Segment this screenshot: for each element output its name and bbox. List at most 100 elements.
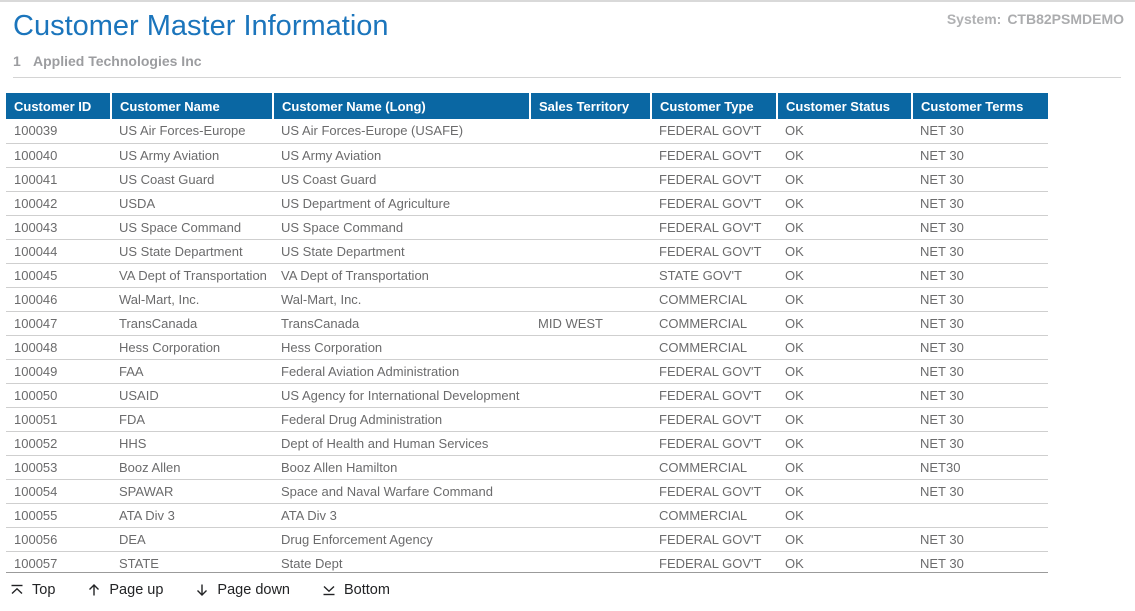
cell-customer-status: OK [777, 527, 912, 552]
cell-customer-type: COMMERCIAL [651, 311, 777, 336]
customer-table: Customer ID Customer Name Customer Name (L… [6, 93, 1048, 572]
cell-sales-territory [530, 167, 651, 192]
cell-customer-terms: NET 30 [912, 359, 1048, 384]
page-down-icon [194, 582, 210, 598]
cell-customer-name: Hess Corporation [111, 335, 273, 360]
cell-customer-name-long: US Agency for International Development [273, 383, 530, 408]
cell-customer-name: US Air Forces-Europe [111, 119, 273, 144]
table-row: 100045 VA Dept of Transportation VA Dept o… [6, 263, 1048, 288]
cell-sales-territory [530, 239, 651, 264]
cell-customer-name-long: Hess Corporation [273, 335, 530, 360]
page-down-button[interactable]: Page down [194, 582, 290, 598]
cell-customer-terms: NET 30 [912, 431, 1048, 456]
cell-customer-status: OK [777, 191, 912, 216]
cell-customer-status: OK [777, 287, 912, 312]
column-header-customer-type: Customer Type [650, 93, 777, 119]
cell-sales-territory [530, 191, 651, 216]
customer-table-container: Customer ID Customer Name Customer Name (L… [6, 93, 1048, 573]
cell-customer-name: USAID [111, 383, 273, 408]
page-up-label: Page up [109, 582, 164, 598]
column-header-customer-id: Customer ID [6, 93, 111, 119]
cell-customer-name: ATA Div 3 [111, 503, 273, 528]
cell-sales-territory [530, 551, 651, 572]
cell-customer-name-long: Booz Allen Hamilton [273, 455, 530, 480]
cell-customer-id: 100056 [6, 527, 111, 552]
cell-customer-terms: NET 30 [912, 263, 1048, 288]
cell-customer-name-long: Federal Drug Administration [273, 407, 530, 432]
cell-customer-id: 100045 [6, 263, 111, 288]
cell-sales-territory [530, 527, 651, 552]
record-name: Applied Technologies Inc [33, 53, 202, 69]
cell-customer-name-long: US Department of Agriculture [273, 191, 530, 216]
cell-customer-terms: NET 30 [912, 119, 1048, 144]
cell-customer-status: OK [777, 119, 912, 144]
top-icon [9, 582, 25, 598]
cell-sales-territory [530, 287, 651, 312]
cell-customer-id: 100039 [6, 119, 111, 144]
cell-customer-status: OK [777, 335, 912, 360]
cell-customer-name: STATE [111, 551, 273, 572]
cell-customer-name-long: Space and Naval Warfare Command [273, 479, 530, 504]
table-row: 100056 DEA Drug Enforcement Agency FEDERAL … [6, 527, 1048, 552]
top-button[interactable]: Top [9, 582, 55, 598]
table-row: 100052 HHS Dept of Health and Human Servic… [6, 431, 1048, 456]
cell-customer-terms: NET 30 [912, 143, 1048, 168]
bottom-icon [321, 582, 337, 598]
cell-customer-name: US Coast Guard [111, 167, 273, 192]
pagination-toolbar: Top Page up Page down B [9, 582, 1135, 598]
cell-customer-status: OK [777, 143, 912, 168]
cell-sales-territory [530, 119, 651, 144]
top-label: Top [32, 582, 56, 598]
cell-customer-type: FEDERAL GOV'T [651, 119, 777, 144]
page-down-label: Page down [217, 582, 290, 598]
cell-customer-name: FDA [111, 407, 273, 432]
cell-customer-id: 100048 [6, 335, 111, 360]
cell-customer-status: OK [777, 239, 912, 264]
table-row: 100040 US Army Aviation US Army Aviation FE… [6, 143, 1048, 168]
cell-customer-id: 100051 [6, 407, 111, 432]
cell-customer-terms: NET30 [912, 455, 1048, 480]
cell-customer-id: 100049 [6, 359, 111, 384]
cell-sales-territory [530, 215, 651, 240]
system-label: System: [946, 11, 1002, 27]
cell-customer-name-long: VA Dept of Transportation [273, 263, 530, 288]
cell-customer-name: Wal-Mart, Inc. [111, 287, 273, 312]
cell-customer-type: COMMERCIAL [651, 455, 777, 480]
bottom-button[interactable]: Bottom [321, 582, 390, 598]
cell-customer-terms: NET 30 [912, 383, 1048, 408]
table-row: 100051 FDA Federal Drug Administration FEDE… [6, 407, 1048, 432]
cell-customer-name: DEA [111, 527, 273, 552]
cell-customer-id: 100053 [6, 455, 111, 480]
cell-customer-type: FEDERAL GOV'T [651, 527, 777, 552]
table-row: 100049 FAA Federal Aviation Administration… [6, 359, 1048, 384]
cell-customer-terms: NET 30 [912, 191, 1048, 216]
table-row: 100041 US Coast Guard US Coast Guard FEDERA… [6, 167, 1048, 192]
cell-customer-id: 100043 [6, 215, 111, 240]
cell-sales-territory [530, 359, 651, 384]
cell-customer-terms: NET 30 [912, 335, 1048, 360]
cell-customer-name: TransCanada [111, 311, 273, 336]
cell-customer-status: OK [777, 551, 912, 572]
cell-customer-name: HHS [111, 431, 273, 456]
cell-customer-type: FEDERAL GOV'T [651, 167, 777, 192]
table-row: 100050 USAID US Agency for International D… [6, 383, 1048, 408]
cell-sales-territory [530, 263, 651, 288]
header-divider [13, 77, 1121, 78]
page-up-button[interactable]: Page up [86, 582, 163, 598]
cell-customer-name-long: ATA Div 3 [273, 503, 530, 528]
cell-customer-terms: NET 30 [912, 239, 1048, 264]
cell-customer-status: OK [777, 407, 912, 432]
cell-sales-territory [530, 503, 651, 528]
cell-sales-territory [530, 143, 651, 168]
cell-customer-type: FEDERAL GOV'T [651, 143, 777, 168]
cell-customer-name: US Army Aviation [111, 143, 273, 168]
cell-customer-terms: NET 30 [912, 287, 1048, 312]
cell-customer-name-long: US State Department [273, 239, 530, 264]
cell-customer-status: OK [777, 215, 912, 240]
cell-customer-type: FEDERAL GOV'T [651, 431, 777, 456]
table-row: 100039 US Air Forces-Europe US Air Forces-… [6, 119, 1048, 144]
cell-customer-name: USDA [111, 191, 273, 216]
cell-customer-name-long: State Dept [273, 551, 530, 572]
cell-customer-type: FEDERAL GOV'T [651, 191, 777, 216]
